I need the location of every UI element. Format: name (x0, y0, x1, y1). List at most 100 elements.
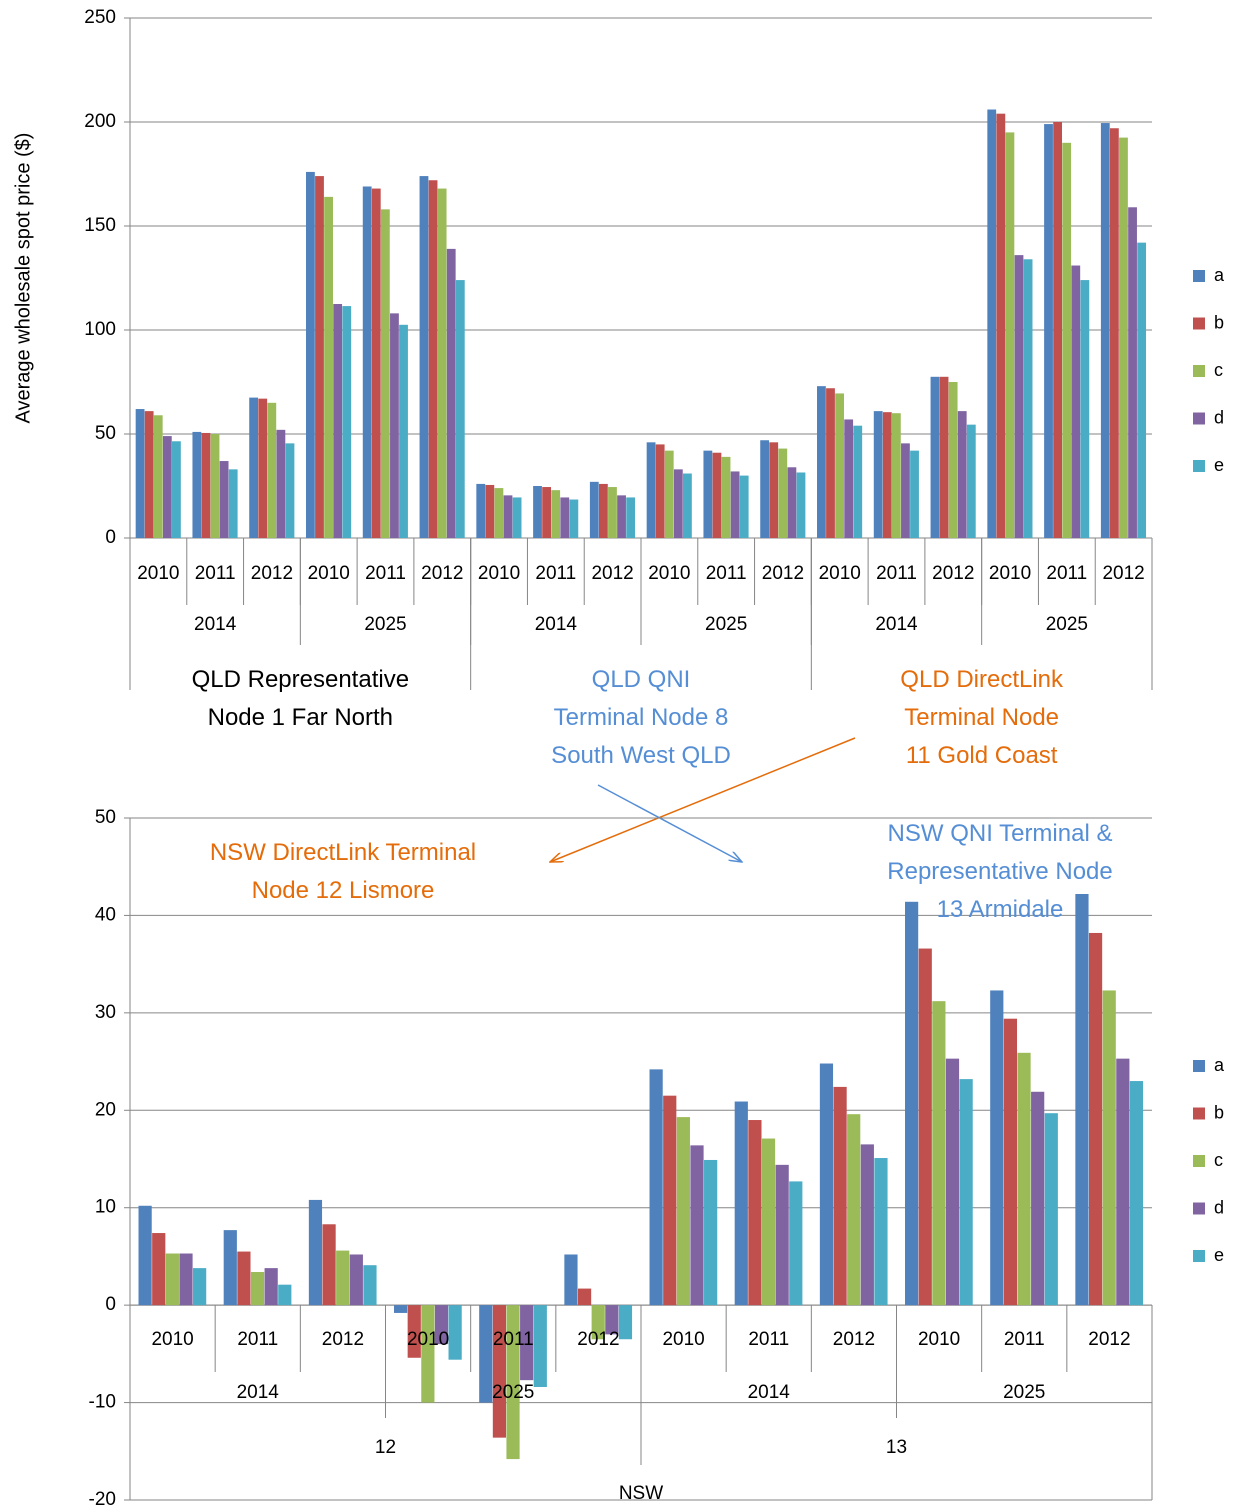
bar (959, 1079, 973, 1306)
y-tick-label: 0 (105, 1294, 116, 1315)
bar (730, 471, 740, 538)
bar (533, 486, 542, 538)
x-tick-label: 2011 (1004, 1329, 1045, 1350)
bar (564, 1254, 578, 1306)
bar (494, 488, 504, 538)
y-tick-label: 20 (95, 1099, 116, 1120)
bar (144, 411, 154, 538)
bar (760, 440, 770, 538)
group-label: 2014 (194, 614, 237, 635)
legend-swatch (1193, 412, 1205, 425)
bar (939, 376, 949, 538)
bar (990, 990, 1004, 1306)
x-tick-label: 2010 (407, 1329, 449, 1350)
bar (901, 443, 910, 538)
bar (1031, 1091, 1045, 1306)
bar (446, 248, 456, 538)
bar (278, 1284, 292, 1306)
bar (608, 487, 617, 538)
bar (193, 1268, 207, 1306)
bar (966, 424, 976, 538)
bar (819, 1063, 834, 1306)
bar (308, 1199, 323, 1306)
bar (589, 481, 599, 538)
bar (932, 1001, 946, 1306)
legend-label: a (1214, 1055, 1225, 1075)
bar (219, 461, 229, 538)
bar (957, 411, 967, 538)
y-axis-label: Average wholesale spot price ($) (12, 133, 34, 424)
bar (1003, 1018, 1018, 1306)
bar (787, 467, 797, 538)
annotation: NSW QNI Terminal & Representative Node 1… (887, 820, 1113, 923)
bar (569, 499, 579, 538)
x-tick-label: 2012 (833, 1329, 875, 1350)
y-tick-label: 0 (105, 527, 116, 548)
bar (673, 469, 683, 538)
bar (617, 495, 626, 538)
bar (542, 487, 552, 538)
bar (152, 1233, 166, 1306)
legend-swatch (1193, 1250, 1205, 1262)
x-tick-label: 2010 (819, 563, 861, 584)
bar (874, 1158, 888, 1306)
bar (704, 1159, 718, 1306)
y-tick-label: 200 (84, 111, 116, 132)
bar (551, 490, 561, 538)
group-label: 2014 (535, 614, 578, 635)
bar (577, 1288, 592, 1306)
bar (1088, 932, 1103, 1306)
bar (250, 1272, 265, 1306)
y-tick-label: 50 (95, 807, 116, 828)
group-label: 13 (886, 1437, 907, 1458)
bar (817, 386, 826, 538)
y-tick-label: 50 (95, 423, 116, 444)
bar (826, 388, 835, 538)
bar (138, 1205, 152, 1306)
bar (485, 484, 495, 538)
bar (605, 1305, 619, 1335)
bar (371, 188, 381, 538)
region-label: QLD DirectLink Terminal Node 11 Gold Coa… (900, 666, 1064, 769)
x-tick-label: 2011 (706, 563, 747, 584)
x-tick-label: 2012 (1102, 563, 1144, 584)
group-label: 2025 (492, 1382, 534, 1403)
bar (201, 432, 211, 538)
bar (506, 1305, 520, 1460)
group-label: 2025 (1003, 1382, 1045, 1403)
bar (362, 186, 372, 539)
legend-swatch (1193, 365, 1205, 377)
bar (153, 415, 163, 538)
bar (734, 1101, 748, 1306)
region-label: QLD Representative Node 1 Far North (191, 666, 410, 731)
bar (342, 306, 352, 538)
bar (690, 1145, 704, 1306)
bar (1044, 1113, 1058, 1306)
x-tick-label: 2010 (989, 563, 1031, 584)
bar (455, 280, 465, 538)
bar (905, 901, 919, 1306)
y-tick-label: -10 (89, 1392, 116, 1413)
bar (165, 1253, 179, 1306)
bar (703, 450, 713, 538)
bar (223, 1230, 237, 1306)
x-tick-label: 2012 (421, 563, 463, 584)
bar (945, 1058, 960, 1306)
bar (664, 450, 674, 538)
bar (676, 1117, 690, 1306)
bar (394, 1305, 408, 1313)
bar (476, 483, 486, 538)
legend-swatch (1193, 1107, 1205, 1120)
bar (276, 429, 286, 538)
y-tick-label: 100 (84, 319, 116, 340)
bar (419, 176, 429, 538)
bar (789, 1181, 803, 1306)
bar (618, 1305, 633, 1340)
bar (421, 1305, 435, 1403)
bar (1044, 124, 1053, 538)
bar (778, 448, 788, 538)
bar (258, 398, 268, 538)
bar (336, 1250, 350, 1306)
x-tick-label: 2010 (308, 563, 350, 584)
